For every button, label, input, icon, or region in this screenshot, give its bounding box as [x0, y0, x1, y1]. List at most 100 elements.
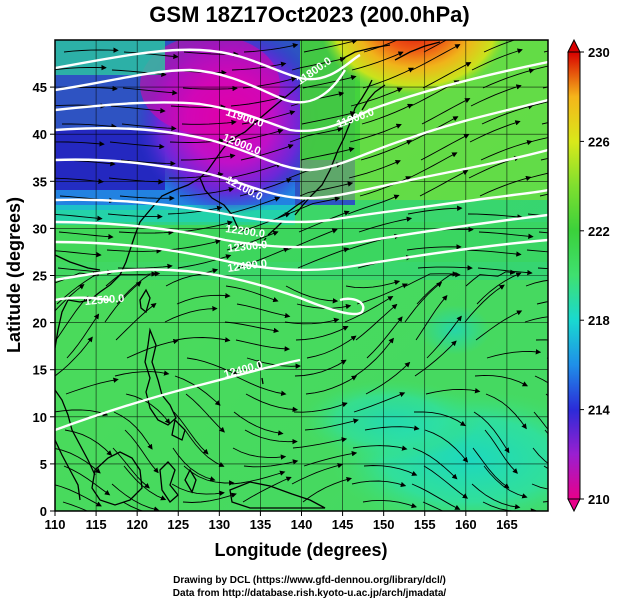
streamline — [55, 295, 89, 341]
streamline — [111, 483, 160, 511]
streamline — [529, 137, 548, 143]
streamline — [121, 123, 177, 132]
x-axis-label: Longitude (degrees) — [214, 540, 387, 560]
coastlines — [55, 41, 441, 509]
streamline — [176, 292, 231, 305]
contour-label: 12500.0 — [84, 293, 125, 308]
streamline — [364, 425, 420, 431]
streamline — [226, 230, 279, 251]
streamline — [125, 393, 171, 425]
x-tick-label: 155 — [414, 517, 436, 532]
credit-line-drawing: Drawing by DCL (https://www.gfd-dennou.o… — [173, 575, 446, 586]
streamline — [227, 196, 281, 215]
y-tick-label: 10 — [33, 410, 47, 425]
streamline — [122, 501, 145, 511]
colorbar-label: 226 — [588, 134, 610, 149]
streamline — [55, 409, 109, 417]
streamline — [181, 119, 237, 126]
streamline — [104, 281, 142, 323]
streamline — [164, 306, 218, 323]
streamline — [291, 56, 346, 71]
y-axis-label: Latitude (degrees) — [4, 197, 24, 353]
streamline — [481, 104, 534, 125]
y-axis: 0 5 10 15 20 25 30 35 40 45 — [33, 80, 55, 519]
streamline — [426, 315, 462, 359]
streamline — [292, 437, 348, 449]
y-tick-label: 40 — [33, 127, 47, 142]
streamline — [526, 249, 548, 253]
streamline — [117, 263, 173, 270]
streamline — [483, 40, 516, 53]
streamline — [470, 84, 522, 107]
streamline — [55, 177, 104, 185]
streamline — [55, 64, 107, 71]
streamline — [417, 265, 473, 271]
streamline — [527, 213, 548, 217]
streamline — [284, 317, 340, 325]
x-tick-label: 145 — [332, 517, 354, 532]
streamline — [414, 340, 457, 377]
streamline — [243, 43, 299, 53]
streamline — [173, 411, 209, 455]
streamline — [182, 492, 237, 503]
streamline — [114, 370, 170, 377]
streamline — [528, 172, 548, 179]
contour-label: 12300.0 — [227, 239, 268, 255]
streamline — [423, 40, 448, 53]
streamline — [537, 267, 548, 270]
colorbar-label: 222 — [588, 224, 610, 239]
streamline — [413, 411, 466, 427]
y-tick-label: 15 — [33, 363, 47, 378]
streamline — [536, 301, 548, 305]
streamline — [405, 271, 458, 287]
streamline — [63, 465, 111, 496]
streamline — [350, 87, 403, 107]
streamline — [186, 357, 239, 376]
credit-line-data: Data from http://database.rish.kyoto-u.a… — [172, 588, 447, 599]
streamline — [466, 249, 522, 257]
streamline — [243, 459, 299, 468]
streamline — [472, 447, 510, 489]
streamline — [424, 429, 469, 463]
streamline — [166, 239, 221, 251]
streamline — [120, 159, 176, 167]
streamline — [63, 47, 119, 53]
streamline — [123, 51, 179, 60]
streamline — [534, 375, 548, 384]
streamline — [297, 247, 350, 269]
streamline — [540, 157, 548, 161]
streamline — [408, 152, 458, 179]
streamline — [530, 101, 548, 107]
streamline — [110, 105, 166, 114]
streamline — [471, 483, 521, 510]
y-tick-label: 20 — [33, 316, 47, 331]
y-tick-label: 35 — [33, 174, 47, 189]
streamline — [479, 175, 532, 197]
streamline — [231, 470, 286, 485]
streamline — [108, 177, 164, 185]
streamline — [419, 170, 469, 197]
streamline — [65, 377, 119, 395]
streamline — [412, 447, 458, 480]
streamline — [112, 447, 150, 489]
streamline — [349, 123, 402, 143]
streamline — [345, 279, 401, 289]
streamline — [303, 450, 358, 467]
streamline — [111, 69, 167, 77]
streamline — [245, 393, 298, 413]
streamline — [353, 392, 406, 413]
streamline — [228, 162, 282, 179]
streamline — [244, 429, 298, 445]
streamline — [484, 429, 518, 474]
streamline — [355, 303, 398, 341]
streamline — [300, 146, 355, 161]
streamline — [126, 338, 179, 359]
x-tick-label: 150 — [373, 517, 395, 532]
streamline — [545, 393, 548, 397]
streamline — [289, 126, 344, 143]
streamline — [180, 153, 236, 161]
streamline — [485, 393, 527, 430]
streamline — [224, 321, 280, 334]
streamline — [115, 302, 157, 341]
